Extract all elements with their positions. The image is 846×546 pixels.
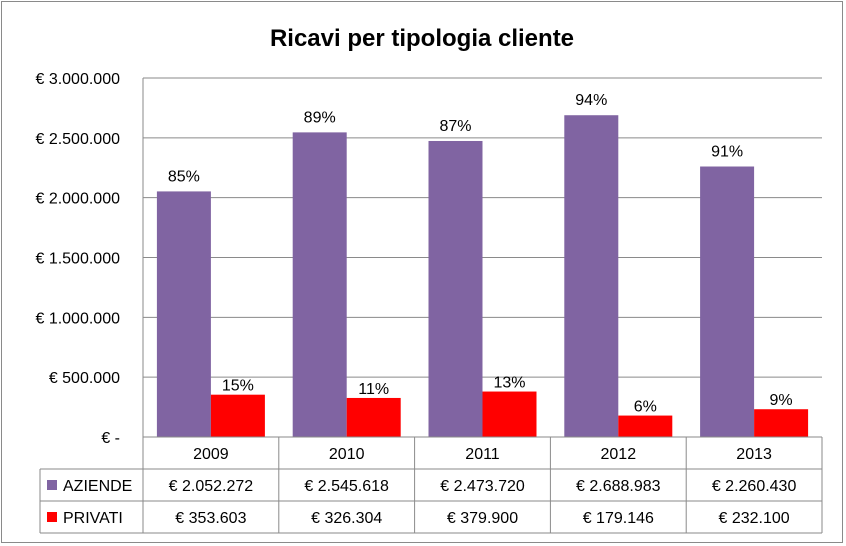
table-cell: € 2.545.618 [304,478,389,495]
x-tick-label: 2009 [193,446,229,463]
x-tick-label: 2013 [736,446,772,463]
y-tick-label: € - [101,430,120,447]
y-tick-label: € 3.000.000 [35,71,120,88]
table-cell: € 326.304 [311,510,382,527]
data-label: 87% [439,118,471,135]
bars [156,115,809,437]
bar-aziende-2010 [292,132,347,437]
x-tick-label: 2012 [601,446,637,463]
bar-privati-2013 [754,409,809,437]
x-tick-label: 2010 [329,446,365,463]
y-tick-label: € 1.500.000 [35,251,120,268]
bar-privati-2009 [210,394,265,437]
data-label: 89% [304,109,336,126]
legend-label-aziende: AZIENDE [63,478,132,495]
data-label: 13% [493,375,525,392]
y-tick-label: € 2.000.000 [35,191,120,208]
data-label: 91% [711,144,743,161]
y-axis-tick-labels: € - € 500.000 € 1.000.000 € 1.500.000 € 2.00… [35,71,120,447]
data-label: 6% [634,399,657,416]
bar-privati-2011 [482,391,537,437]
legend-label-privati: PRIVATI [63,510,123,527]
bar-privati-2012 [618,415,673,437]
data-label: 94% [575,92,607,109]
table-cell: € 2.052.272 [169,478,254,495]
legend-swatch-aziende [47,480,57,490]
y-tick-label: € 2.500.000 [35,131,120,148]
data-table: 2009 2010 2011 2012 2013 AZIENDE € 2.052.272 € … [39,436,823,534]
table-cell: € 2.473.720 [440,478,525,495]
bar-aziende-2013 [700,166,755,437]
table-cell: € 179.146 [583,510,654,527]
bar-aziende-2011 [428,140,483,437]
table-cell: € 353.603 [175,510,246,527]
data-labels: 85% 89% 87% 94% 91% 15% 11% 13% 6% 9% [168,92,793,415]
data-label: 15% [222,378,254,395]
table-cell: € 232.100 [719,510,790,527]
y-tick-label: € 500.000 [49,370,120,387]
x-tick-label: 2011 [465,446,500,463]
bar-privati-2010 [346,397,401,437]
table-cell: € 2.260.430 [712,478,797,495]
bar-aziende-2009 [156,191,211,437]
bar-aziende-2012 [564,115,619,437]
table-cell: € 379.900 [447,510,518,527]
legend-swatch-privati [47,512,57,522]
y-tick-label: € 1.000.000 [35,310,120,327]
data-label: 9% [770,392,793,409]
table-cell: € 2.688.983 [576,478,661,495]
chart-title: Ricavi per tipologia cliente [270,25,574,52]
data-label: 85% [168,168,200,185]
data-label: 11% [358,381,389,398]
